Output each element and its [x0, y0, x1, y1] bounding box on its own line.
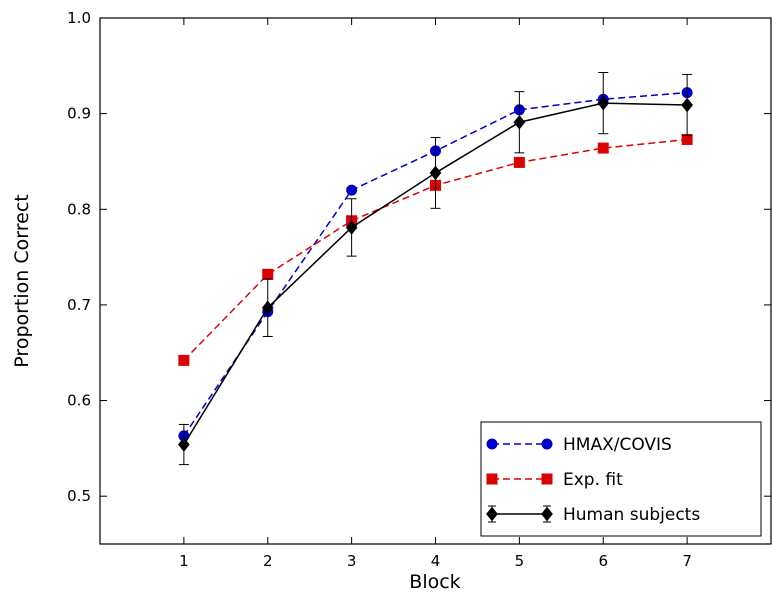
series-layer [178, 72, 693, 466]
data-point [429, 165, 442, 181]
legend-marker [486, 473, 498, 485]
legend-marker [541, 473, 553, 485]
x-tick-label: 3 [347, 552, 357, 570]
y-axis-title: Proportion Correct [11, 194, 33, 367]
data-point [346, 184, 358, 196]
x-tick-label: 1 [179, 552, 189, 570]
data-point [262, 268, 274, 280]
y-tick-label: 1.0 [67, 9, 91, 27]
data-point [597, 142, 609, 154]
y-tick-label: 0.8 [67, 200, 91, 218]
x-axis-title: Block [409, 571, 460, 593]
x-tick-label: 7 [682, 552, 692, 570]
data-point [681, 97, 693, 113]
data-point [345, 220, 358, 235]
y-axis-ticks: 0.5 0.6 0.7 0.8 0.9 1.0 [67, 9, 771, 505]
y-tick-label: 0.9 [67, 105, 91, 123]
series-human-subjects [178, 72, 693, 466]
x-tick-label: 6 [598, 552, 608, 570]
legend: HMAX/COVIS Exp. fit Human subjects [480, 421, 762, 537]
data-point [261, 300, 274, 316]
x-axis-ticks: 1 2 3 4 5 6 7 [179, 18, 692, 570]
data-point [178, 354, 190, 366]
data-point [178, 437, 190, 452]
legend-marker [541, 506, 553, 522]
data-point [513, 114, 526, 130]
x-tick-label: 2 [263, 552, 273, 570]
legend-marker [486, 506, 498, 522]
legend-label: Exp. fit [563, 470, 623, 490]
x-tick-label: 4 [431, 552, 441, 570]
legend-marker [541, 438, 553, 450]
data-point [597, 95, 610, 111]
data-point [513, 156, 525, 168]
y-tick-label: 0.7 [67, 296, 91, 314]
legend-label: Human subjects [563, 505, 700, 525]
legend-label: HMAX/COVIS [563, 435, 672, 455]
x-tick-label: 5 [515, 552, 525, 570]
legend-marker [486, 438, 498, 450]
y-tick-label: 0.5 [67, 487, 91, 505]
y-tick-label: 0.6 [67, 392, 91, 410]
